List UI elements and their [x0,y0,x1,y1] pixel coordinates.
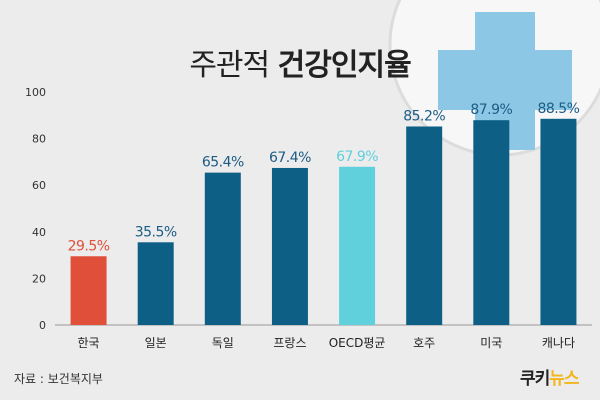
source-note: 자료 : 보건복지부 [14,372,103,386]
bar [540,118,577,325]
y-tick-label: 40 [32,226,46,239]
bar [137,242,174,325]
bar [406,126,443,325]
data-label: 65.4% [202,155,244,171]
bar [473,120,510,326]
brand-logo: 쿠키뉴스 [520,364,580,389]
data-label: 67.4% [269,150,311,166]
title-bold: 건강인지율 [277,48,412,83]
data-label: 35.5% [135,224,177,240]
bar [339,166,376,325]
data-label: 87.9% [470,102,512,118]
data-labels: 29.5% 35.5% 65.4% 67.4% 67.9% 85.2% 87.9% 88.5% [68,101,581,254]
data-label: 67.9% [336,149,378,165]
x-tick-label: 미국 [480,336,502,350]
bar [70,256,107,325]
y-tick-label: 100 [25,86,46,99]
x-tick-label: OECD평균 [329,336,386,350]
decoration [388,0,600,157]
x-tick-label: 한국 [78,336,100,350]
title-normal: 주관적 [189,48,270,83]
y-tick-label: 0 [39,319,46,332]
x-tick-label: 독일 [212,336,234,350]
y-tick-label: 20 [32,272,46,285]
axes: 0 20 40 60 80 100 한국 일본 독일 프랑스 OECD평균 호주 미국 캐나다 [25,86,592,350]
logo-part2: 뉴스 [549,369,579,389]
cross-horizontal [438,50,572,110]
data-label: 88.5% [537,101,579,117]
data-label: 29.5% [68,238,110,254]
x-tick-label: 프랑스 [273,336,306,350]
bar [271,167,308,325]
y-tick-label: 80 [32,133,46,146]
bars [70,118,577,326]
x-tick-label: 캐나다 [542,336,575,350]
y-tick-label: 60 [32,179,46,192]
logo-part1: 쿠키 [520,369,550,389]
data-label: 85.2% [403,108,445,124]
x-tick-label: 일본 [145,336,167,350]
bar [204,172,241,325]
chart-title: 주관적 건강인지율 [0,40,600,84]
x-tick-label: 호주 [413,336,435,350]
